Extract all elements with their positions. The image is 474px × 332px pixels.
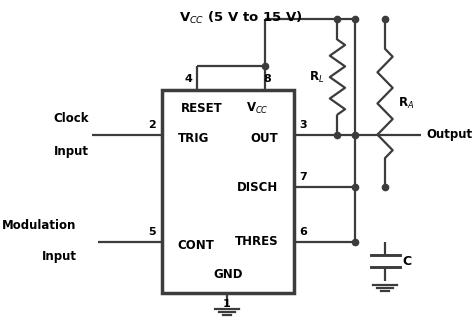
- Text: Modulation: Modulation: [2, 219, 77, 232]
- Text: Clock: Clock: [53, 112, 89, 125]
- Text: GND: GND: [213, 268, 243, 281]
- Text: 1: 1: [223, 299, 231, 309]
- Text: OUT: OUT: [251, 131, 278, 144]
- Text: 2: 2: [148, 120, 155, 130]
- Text: 5: 5: [148, 227, 155, 237]
- Text: Input: Input: [42, 250, 77, 263]
- Text: V$_{CC}$: V$_{CC}$: [246, 101, 268, 116]
- Text: Input: Input: [54, 145, 89, 158]
- Text: CONT: CONT: [177, 238, 214, 252]
- Text: C: C: [402, 255, 411, 268]
- Text: TRIG: TRIG: [177, 131, 209, 144]
- Text: RESET: RESET: [181, 102, 223, 115]
- Bar: [162, 90, 294, 293]
- Text: 8: 8: [263, 74, 271, 84]
- Text: 4: 4: [184, 74, 192, 84]
- Text: THRES: THRES: [235, 235, 278, 248]
- Text: Output: Output: [426, 128, 472, 141]
- Text: 3: 3: [300, 120, 307, 130]
- Text: DISCH: DISCH: [237, 181, 278, 194]
- Text: 6: 6: [300, 227, 307, 237]
- Text: 7: 7: [300, 172, 307, 183]
- Text: V$_{CC}$ (5 V to 15 V): V$_{CC}$ (5 V to 15 V): [179, 10, 302, 26]
- Text: R$_L$: R$_L$: [309, 70, 324, 85]
- Text: R$_A$: R$_A$: [398, 96, 414, 111]
